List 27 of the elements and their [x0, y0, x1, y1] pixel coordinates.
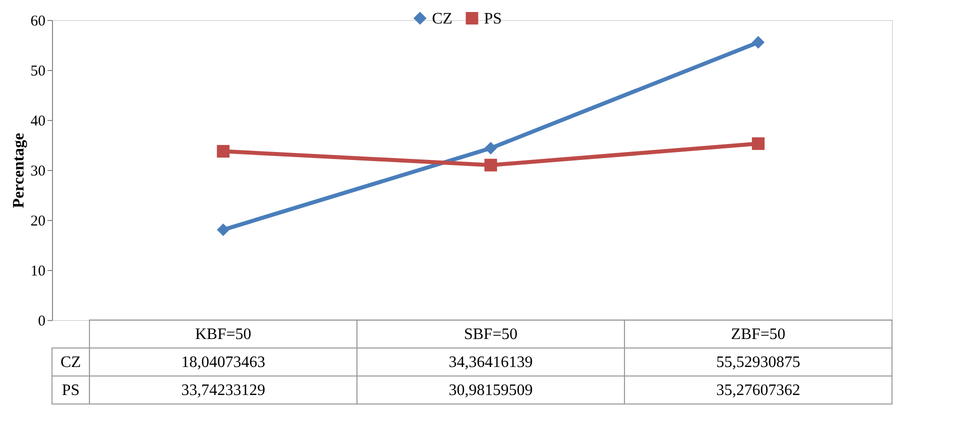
y-tick-label: 30: [30, 164, 46, 180]
y-tick-label: 50: [30, 64, 46, 80]
point: [216, 144, 230, 158]
legend-label: PS: [484, 10, 502, 28]
point: [216, 223, 230, 236]
y-tick-label: 60: [30, 14, 46, 30]
y-tick-label: 10: [30, 264, 46, 280]
y-tick-label: 0: [38, 314, 46, 330]
point: [484, 142, 498, 155]
legend-label: CZ: [432, 10, 452, 28]
x-tick-label: KBF=50: [195, 326, 252, 343]
data-label: 35,27607362: [716, 382, 800, 399]
data-label: 30,98159509: [448, 382, 533, 399]
point: [752, 137, 765, 150]
point: [752, 36, 765, 49]
y-tick-label: 40: [30, 114, 46, 130]
y-axis-title: Percentage: [10, 132, 28, 208]
point: [484, 158, 498, 172]
text: PS: [62, 382, 80, 399]
data-label: 55,52930875: [716, 354, 800, 371]
x-tick-label: SBF=50: [464, 326, 518, 343]
data-label: 34,36416139: [448, 354, 533, 371]
data-label: 18,04073463: [181, 354, 266, 371]
text: CZ: [60, 354, 81, 371]
x-tick-label: ZBF=50: [731, 326, 786, 343]
y-tick-label: 20: [30, 214, 46, 230]
data-label: 33,74233129: [181, 382, 266, 399]
